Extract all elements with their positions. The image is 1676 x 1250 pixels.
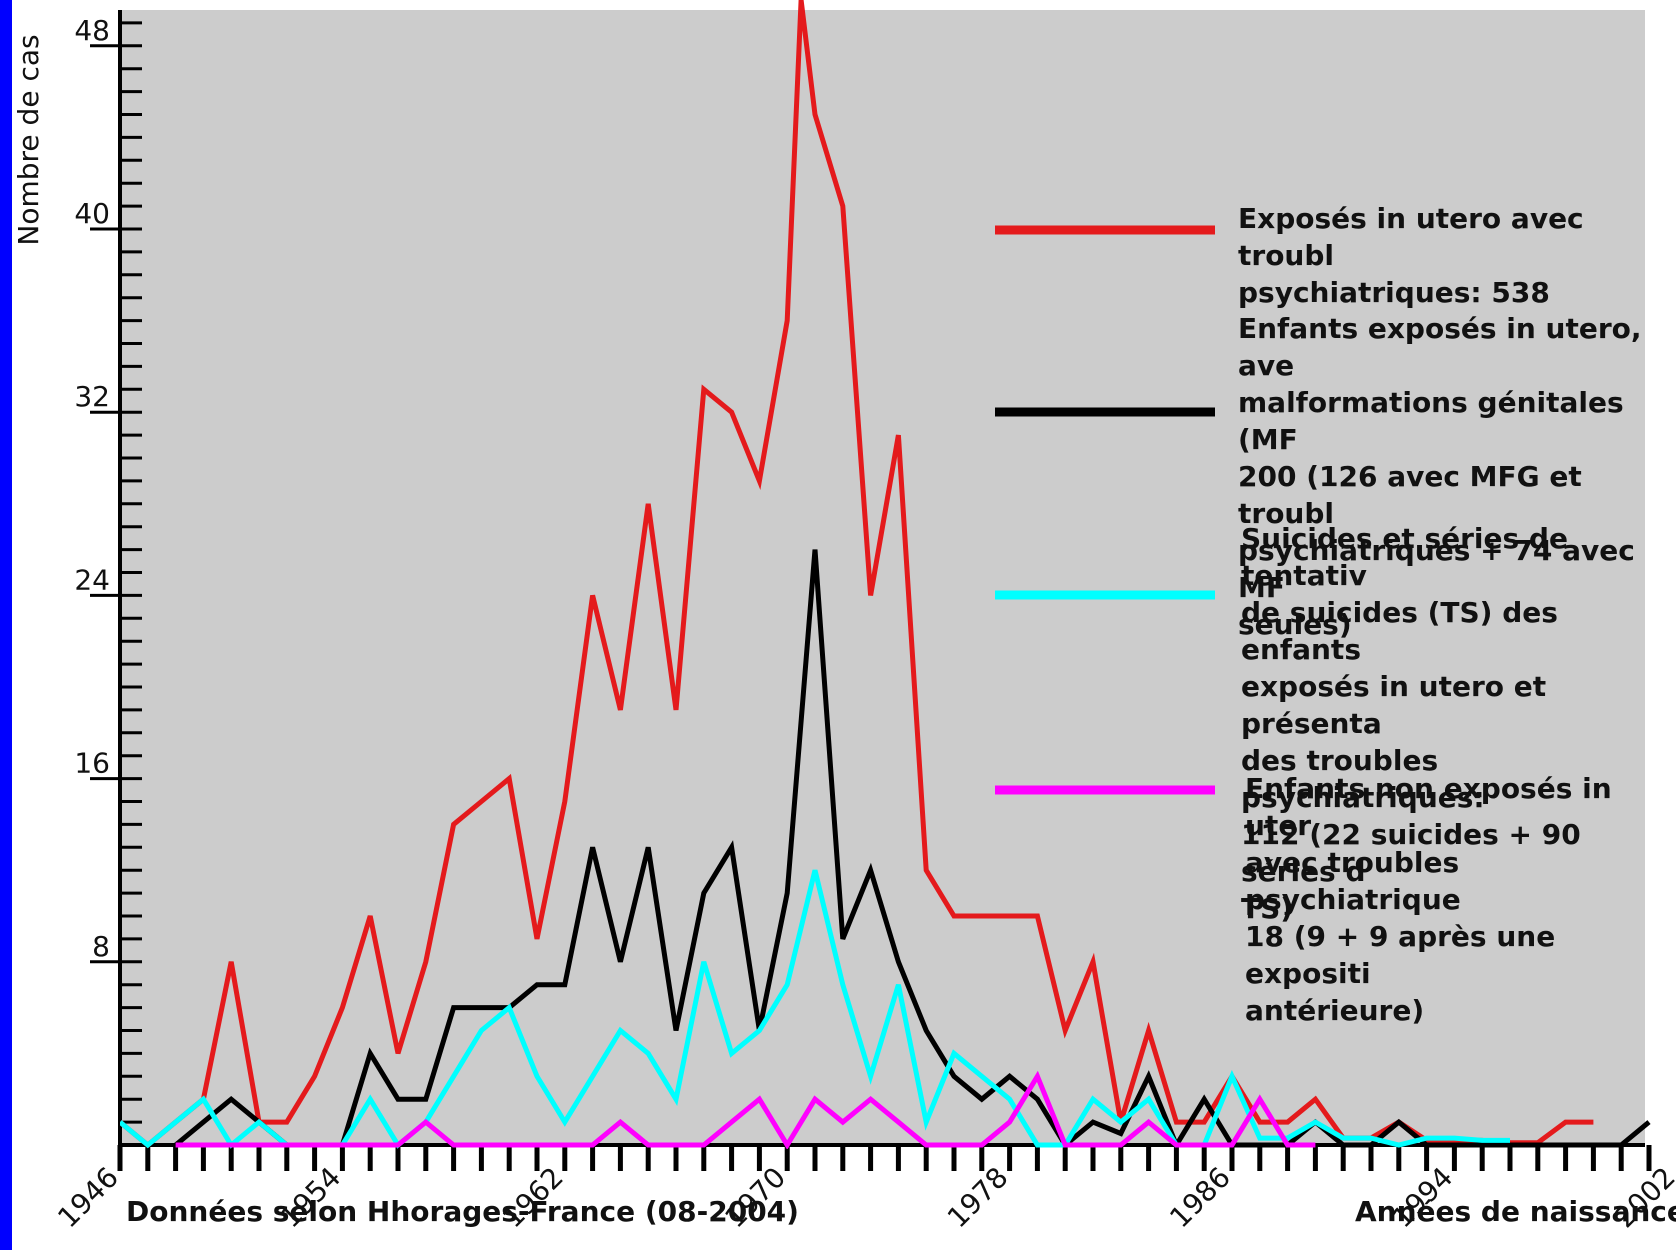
y-axis-label: Nombre de cas: [12, 34, 45, 245]
y-tick-label: 8: [92, 930, 110, 963]
legend-entry: Enfants non exposés in uter avec trouble…: [1245, 772, 1612, 1027]
series-line: [120, 869, 1510, 1149]
left-edge-bar: [0, 0, 12, 1250]
series-line: [175, 1070, 1316, 1149]
source-note: Données selon Hhorages-France (08-2004): [126, 1195, 799, 1228]
x-axis-label: Années de naissance: [1355, 1195, 1676, 1228]
y-tick-label: 24: [74, 563, 110, 596]
legend-entry: Exposés in utero avec troubl psychiatriq…: [1238, 202, 1584, 309]
x-tick-label: 1946: [51, 1161, 125, 1235]
series-line: [174, 549, 1651, 1149]
y-tick-label: 16: [74, 747, 110, 780]
x-tick-label: 1986: [1163, 1161, 1237, 1235]
y-tick-label: 48: [74, 14, 110, 47]
y-tick-label: 40: [74, 197, 110, 230]
legend-entry: Enfants exposés in utero, ave malformati…: [1238, 312, 1642, 641]
y-tick-label: 32: [74, 380, 110, 413]
legend-entry: Suicides et séries de tentativ de suicid…: [1241, 522, 1581, 925]
x-tick-label: 1978: [941, 1161, 1015, 1235]
plot-background: [120, 10, 1645, 1145]
